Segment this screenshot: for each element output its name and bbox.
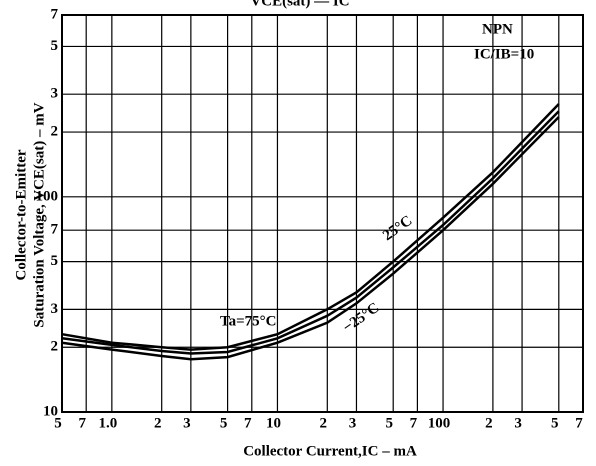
series-label: 25°C <box>380 213 415 244</box>
x-tick-label: 3 <box>349 415 357 431</box>
x-tick-label: 5 <box>385 415 393 431</box>
y-tick-label: 10 <box>43 403 58 419</box>
x-tick-label: 7 <box>78 415 86 431</box>
y-tick-label: 3 <box>51 86 59 102</box>
y-tick-label: 5 <box>51 253 59 269</box>
x-tick-label: 100 <box>428 415 451 431</box>
x-tick-label: 2 <box>320 415 328 431</box>
series-line <box>61 103 560 351</box>
x-tick-label: 7 <box>244 415 252 431</box>
series-line <box>61 116 560 361</box>
y-tick-label: 3 <box>51 301 59 317</box>
series-line <box>61 110 560 355</box>
x-tick-label: 5 <box>220 415 228 431</box>
series-label: Ta=75°C <box>220 313 277 329</box>
x-tick-label: 2 <box>154 415 162 431</box>
x-tick-label: 2 <box>485 415 493 431</box>
y-tick-label: 7 <box>51 6 59 22</box>
x-tick-label: 10 <box>266 415 281 431</box>
y-tick-label: 5 <box>51 38 59 54</box>
x-tick-label: 1.0 <box>98 415 117 431</box>
y-tick-label: 2 <box>51 124 59 140</box>
x-axis-label: Collector Current,IC – mA <box>243 443 417 459</box>
x-tick-label: 5 <box>551 415 559 431</box>
y-tick-label: 7 <box>51 222 59 238</box>
x-tick-label: 3 <box>514 415 522 431</box>
y-tick-label: 100 <box>36 188 59 204</box>
annotation: IC/IB=10 <box>474 46 534 62</box>
annotation: NPN <box>482 21 513 37</box>
chart-title: VCE(sat) — IC <box>250 0 349 9</box>
plot-frame <box>61 14 584 413</box>
y-axis-label: Collector-to-Emitter <box>13 149 29 280</box>
x-tick-label: 5 <box>54 415 62 431</box>
x-tick-label: 7 <box>410 415 418 431</box>
x-tick-label: 7 <box>575 415 583 431</box>
y-tick-label: 2 <box>51 339 59 355</box>
y-axis-label: Saturation Voltage, VCE(sat) – mV <box>31 102 47 327</box>
x-tick-label: 3 <box>183 415 191 431</box>
